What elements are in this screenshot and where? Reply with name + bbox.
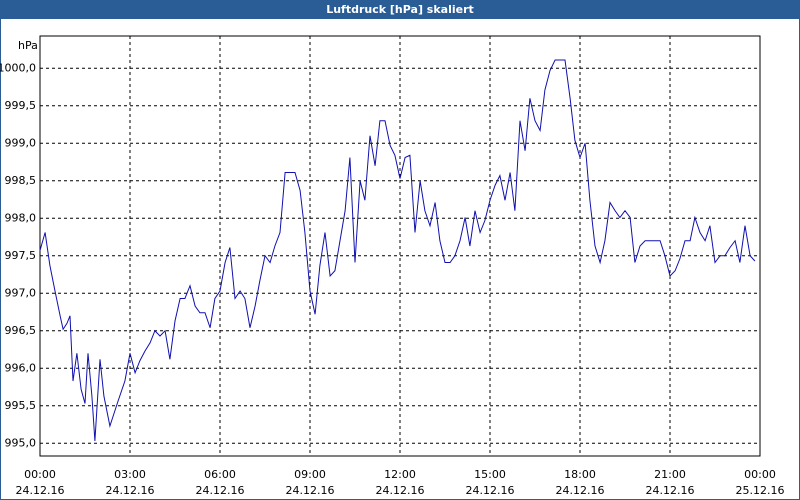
y-tick-label: 995,0: [5, 436, 37, 449]
x-tick-label: 24.12.16: [196, 484, 245, 497]
x-tick-label: 24.12.16: [466, 484, 515, 497]
x-tick-label: 24.12.16: [16, 484, 65, 497]
title-bar: [0, 0, 800, 19]
y-tick-label: 998,5: [5, 174, 37, 187]
y-tick-label: 996,5: [5, 324, 37, 337]
y-tick-label: 995,5: [5, 399, 37, 412]
x-tick-label: 00:00: [24, 468, 56, 481]
y-tick-label: 997,5: [5, 249, 37, 262]
chart-title: Luftdruck [hPa] skaliert: [326, 3, 474, 16]
x-tick-label: 06:00: [204, 468, 236, 481]
y-tick-label: 1000,0: [0, 61, 36, 74]
x-tick-label: 15:00: [474, 468, 506, 481]
x-tick-label: 24.12.16: [106, 484, 155, 497]
x-tick-label: 09:00: [294, 468, 326, 481]
x-tick-label: 25.12.16: [736, 484, 785, 497]
y-tick-label: 997,0: [5, 286, 37, 299]
x-tick-label: 03:00: [114, 468, 146, 481]
data-line: [39, 59, 756, 442]
x-tick-label: 24.12.16: [376, 484, 425, 497]
y-tick-label: 999,0: [5, 136, 37, 149]
x-tick-label: 24.12.16: [646, 484, 695, 497]
x-tick-label: 21:00: [654, 468, 686, 481]
x-tick-label: 00:00: [744, 468, 776, 481]
y-tick-label: 996,0: [5, 361, 37, 374]
x-tick-label: 12:00: [384, 468, 416, 481]
x-tick-label: 24.12.16: [556, 484, 605, 497]
x-tick-label: 18:00: [564, 468, 596, 481]
y-tick-label: 999,5: [5, 99, 37, 112]
x-tick-label: 24.12.16: [286, 484, 335, 497]
y-axis-label: hPa: [18, 39, 38, 52]
y-tick-label: 998,0: [5, 211, 37, 224]
